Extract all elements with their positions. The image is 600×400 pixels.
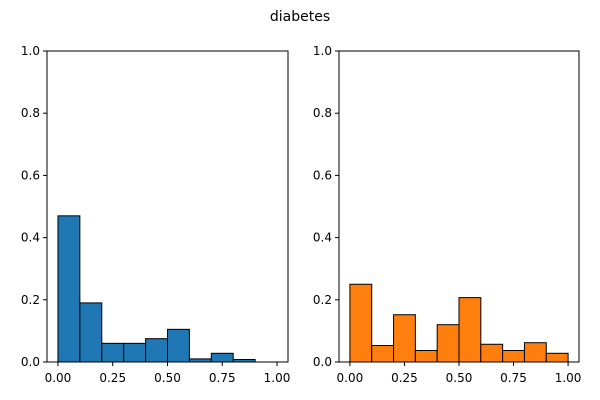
histogram-bar — [523, 342, 547, 363]
y-tick-label: 0.6 — [21, 168, 40, 182]
histogram-bar — [145, 338, 169, 363]
histogram-bar — [57, 215, 81, 363]
histogram-left: 0.00 0.25 0.50 0.75 1.00 0.0 0.2 0.4 0.6 0.8 1.0 — [21, 44, 290, 385]
y-tick-label: 0.8 — [21, 106, 40, 120]
y-tick-label: 0.6 — [313, 168, 332, 182]
histogram-bar — [79, 302, 103, 363]
histogram-bar — [371, 345, 395, 363]
x-tick-label: 1.00 — [555, 371, 582, 385]
x-tick-label: 0.25 — [99, 371, 126, 385]
y-tick-label: 1.0 — [313, 44, 332, 58]
y-tick-label: 0.2 — [313, 293, 332, 307]
histogram-bar — [502, 349, 525, 363]
y-tick-label: 0.8 — [313, 106, 332, 120]
histogram-bar — [167, 328, 190, 363]
histogram-bar — [414, 349, 438, 363]
y-tick-label: 1.0 — [21, 44, 40, 58]
x-tick-label: 0.75 — [500, 371, 527, 385]
histogram-bar — [393, 314, 416, 363]
x-tick-label: 0.50 — [154, 371, 181, 385]
histogram-bar — [349, 283, 373, 363]
histogram-bar — [101, 342, 125, 363]
histogram-bar — [436, 324, 460, 363]
x-tick-label: 0.75 — [209, 371, 236, 385]
y-tick-label: 0.0 — [21, 355, 40, 369]
y-tick-label: 0.4 — [21, 231, 40, 245]
histogram-bar — [123, 342, 147, 363]
x-tick-label: 0.00 — [337, 371, 364, 385]
figure-title: diabetes — [270, 9, 330, 25]
histogram-bar — [545, 352, 569, 363]
x-tick-label: 0.25 — [391, 371, 418, 385]
x-tick-label: 1.00 — [264, 371, 291, 385]
x-tick-label: 0.50 — [446, 371, 473, 385]
histogram-right: 0.00 0.25 0.50 0.75 1.00 0.0 0.2 0.4 0.6 0.8 1.0 — [313, 44, 582, 385]
y-tick-label: 0.0 — [313, 355, 332, 369]
histogram-bar — [480, 343, 504, 363]
histogram-bar — [210, 352, 234, 363]
y-tick-label: 0.4 — [313, 231, 332, 245]
x-tick-label: 0.00 — [45, 371, 72, 385]
y-tick-label: 0.2 — [21, 293, 40, 307]
histogram-bar — [458, 297, 482, 363]
